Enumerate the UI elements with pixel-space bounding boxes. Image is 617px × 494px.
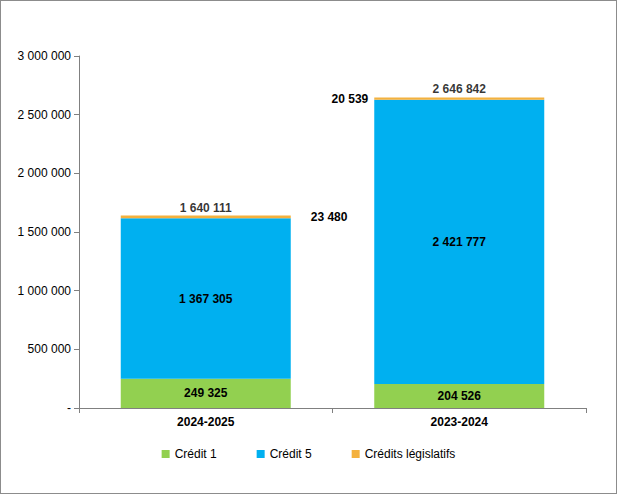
- svg-text:Crédits législatifs: Crédits législatifs: [365, 447, 456, 461]
- svg-text:2023-2024: 2023-2024: [431, 415, 489, 429]
- svg-text:500 000: 500 000: [28, 342, 72, 356]
- svg-text:1 367 305: 1 367 305: [179, 292, 233, 306]
- svg-text:1 000 000: 1 000 000: [18, 284, 72, 298]
- svg-text:Crédit 1: Crédit 1: [175, 447, 217, 461]
- svg-text:-: -: [67, 401, 71, 415]
- svg-text:249 325: 249 325: [184, 386, 228, 400]
- svg-text:2 500 000: 2 500 000: [18, 108, 72, 122]
- svg-text:20 539: 20 539: [332, 92, 369, 106]
- svg-text:23 480: 23 480: [311, 210, 348, 224]
- svg-text:1 640 111: 1 640 111: [180, 201, 232, 215]
- svg-text:2024-2025: 2024-2025: [177, 415, 235, 429]
- svg-text:2 421 777: 2 421 777: [433, 235, 487, 249]
- svg-text:3 000 000: 3 000 000: [18, 49, 72, 63]
- svg-text:1 500 000: 1 500 000: [18, 225, 72, 239]
- svg-text:Crédit 5: Crédit 5: [270, 447, 312, 461]
- svg-text:2 000 000: 2 000 000: [18, 166, 72, 180]
- svg-text:2 646 842: 2 646 842: [433, 82, 487, 96]
- svg-text:204 526: 204 526: [438, 389, 482, 403]
